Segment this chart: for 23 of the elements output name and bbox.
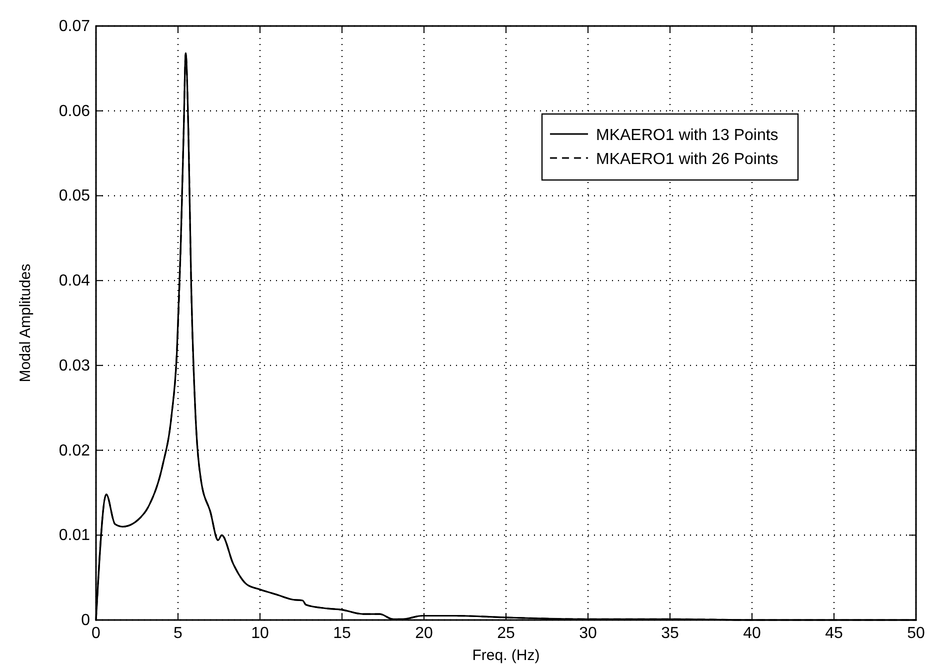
x-tick-label: 50 <box>907 625 925 642</box>
y-tick-label: 0.04 <box>58 272 90 290</box>
x-tick-label: 10 <box>251 625 269 642</box>
y-tick-label: 0 <box>81 612 90 629</box>
x-tick-label: 35 <box>661 625 679 642</box>
x-tick-label: 20 <box>415 625 433 642</box>
x-tick-label: 15 <box>333 625 351 642</box>
y-axis-title: Modal Amplitudes <box>17 264 34 382</box>
y-tick-label: 0.03 <box>58 357 90 374</box>
y-tick-label: 0.02 <box>58 442 90 460</box>
x-axis-title: Freq. (Hz) <box>472 647 540 664</box>
x-tick-label: 45 <box>825 625 843 642</box>
x-tick-label: 5 <box>174 625 183 642</box>
x-tick-label: 40 <box>743 625 761 642</box>
y-tick-label: 0.07 <box>58 18 90 35</box>
x-tick-label: 30 <box>579 625 597 642</box>
y-tick-label: 0.05 <box>58 188 90 205</box>
legend-label: MKAERO1 with 13 Points <box>596 127 778 144</box>
y-tick-label: 0.01 <box>58 527 90 544</box>
x-tick-label: 25 <box>497 625 515 642</box>
legend-label: MKAERO1 with 26 Points <box>596 151 778 168</box>
y-tick-label: 0.06 <box>58 102 90 120</box>
x-tick-label: 0 <box>92 625 101 642</box>
